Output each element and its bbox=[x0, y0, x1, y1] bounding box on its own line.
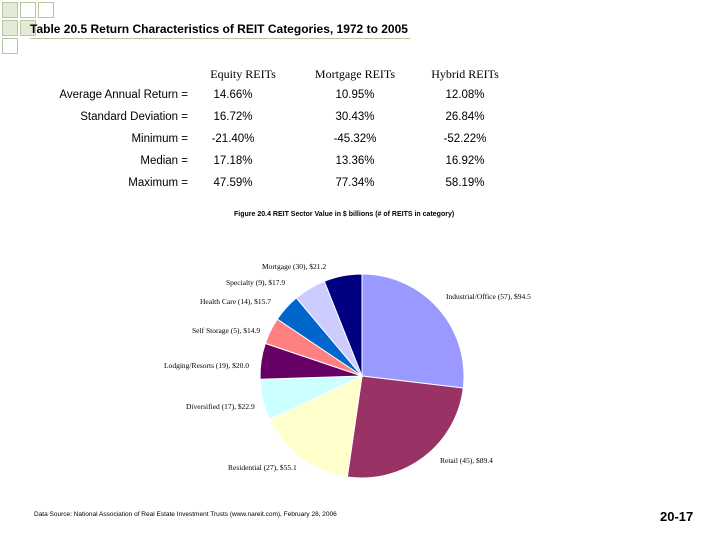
title-divider bbox=[30, 38, 410, 39]
table-cell: 12.08% bbox=[445, 89, 485, 101]
table-cell: 77.34% bbox=[335, 177, 375, 189]
table-cell: -52.22% bbox=[443, 133, 487, 145]
table-cell: 30.43% bbox=[335, 111, 375, 123]
pie-slice-retail bbox=[346, 375, 464, 479]
table-cell: 16.92% bbox=[445, 155, 485, 167]
pie-label-retail: Retail (45), $89.4 bbox=[440, 456, 493, 465]
pie-label-specialty: Specialty (9), $17.9 bbox=[226, 278, 286, 287]
column-header-equity: Equity REITs bbox=[210, 67, 276, 81]
table-cell: -21.40% bbox=[211, 133, 255, 145]
pie-label-industrial: Industrial/Office (57), $94.5 bbox=[446, 292, 531, 301]
decor-square bbox=[20, 20, 36, 36]
data-source-note: Data Source: National Association of Rea… bbox=[34, 511, 337, 518]
pie-slice-residential bbox=[269, 375, 363, 478]
row-label: Maximum = bbox=[128, 177, 188, 189]
table-cell: 17.18% bbox=[213, 155, 253, 167]
pie-label-diversified: Diversified (17), $22.9 bbox=[186, 402, 255, 411]
decor-square bbox=[2, 38, 18, 54]
table-cell: 10.95% bbox=[335, 89, 375, 101]
chart-title: Figure 20.4 REIT Sector Value in $ billi… bbox=[234, 211, 455, 218]
page-number: 20-17 bbox=[660, 509, 694, 524]
row-label: Median = bbox=[140, 155, 188, 167]
decor-square bbox=[2, 2, 18, 18]
column-header-mortgage: Mortgage REITs bbox=[314, 67, 396, 81]
pie-label-health-care: Health Care (14), $15.7 bbox=[200, 297, 272, 306]
column-header-hybrid: Hybrid REITs bbox=[431, 67, 499, 81]
table-cell: 58.19% bbox=[445, 177, 485, 189]
pie-slice-mortgage bbox=[323, 273, 363, 377]
table-cell: 13.36% bbox=[335, 155, 375, 167]
pie-slice-industrial bbox=[361, 273, 465, 389]
pie-label-self-storage: Self Storage (5), $14.9 bbox=[192, 326, 261, 335]
row-label: Minimum = bbox=[131, 133, 188, 145]
table-cell: 47.59% bbox=[213, 177, 253, 189]
table-cell: 16.72% bbox=[213, 111, 253, 123]
decor-square bbox=[20, 2, 36, 18]
pie-label-residential: Residential (27), $55.1 bbox=[228, 463, 297, 472]
pie-label-lodging: Lodging/Resorts (19), $20.0 bbox=[164, 361, 249, 370]
pie-label-mortgage: Mortgage (30), $21.2 bbox=[262, 262, 327, 271]
decor-square bbox=[38, 2, 54, 18]
row-label: Standard Deviation = bbox=[80, 111, 188, 123]
slide-title: Table 20.5 Return Characteristics of REI… bbox=[30, 22, 408, 36]
decor-square bbox=[2, 20, 18, 36]
table-cell: -45.32% bbox=[333, 133, 377, 145]
row-label: Average Annual Return = bbox=[59, 89, 188, 101]
table-cell: 26.84% bbox=[445, 111, 485, 123]
table-cell: 14.66% bbox=[213, 89, 253, 101]
